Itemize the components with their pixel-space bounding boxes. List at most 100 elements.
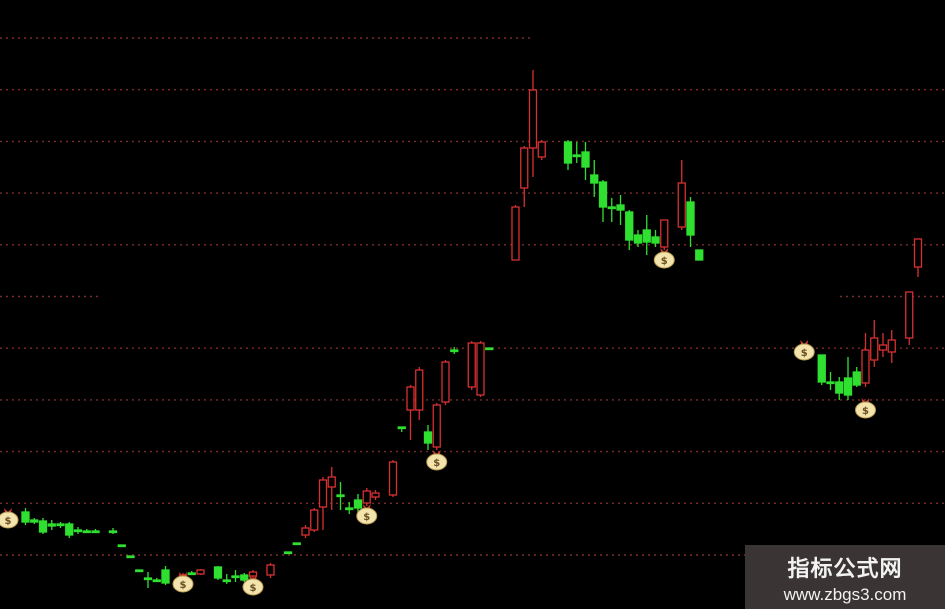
candle-down — [572, 142, 581, 163]
candle-up — [537, 140, 546, 160]
candle-body — [686, 201, 695, 236]
money-bag-icon: $ — [426, 450, 448, 471]
candle-body — [283, 551, 293, 555]
candle-down — [47, 520, 56, 530]
money-bag-icon: $ — [356, 504, 378, 525]
candle-body — [870, 337, 879, 361]
candle-body — [441, 361, 450, 403]
candle-body — [152, 579, 161, 583]
candle-body — [117, 544, 126, 548]
candle-up — [660, 219, 669, 250]
candle-up — [913, 238, 923, 277]
candle-down — [563, 140, 573, 170]
candle-body — [371, 492, 380, 498]
candle-up — [310, 508, 319, 532]
candle-body — [485, 347, 494, 351]
candle-body — [476, 342, 485, 396]
money-bag-icon: $ — [172, 572, 194, 593]
candle-down — [450, 347, 459, 354]
candle-down — [152, 578, 161, 583]
candle-down — [135, 569, 144, 573]
candle-down — [21, 508, 30, 525]
dollar-glyph: $ — [363, 512, 370, 523]
candle-down — [91, 529, 100, 534]
candle-body — [126, 555, 135, 559]
candle-body — [878, 344, 888, 351]
dollar-glyph: $ — [5, 516, 12, 527]
dollar-glyph: $ — [433, 458, 440, 469]
candle-body — [843, 377, 853, 396]
candle-down — [143, 572, 153, 588]
candle-down — [222, 574, 231, 584]
signal-markers: $ $ $ $ $ $ $ $ — [0, 248, 876, 596]
candle-body — [318, 479, 328, 508]
candle-up — [432, 403, 441, 450]
candle-down — [633, 230, 643, 247]
gridlines — [0, 37, 945, 556]
candle-up — [318, 477, 328, 530]
candle-body — [563, 141, 573, 164]
candle-body — [695, 249, 704, 261]
candle-body — [642, 229, 651, 243]
candle-body — [135, 569, 144, 573]
candle-down — [161, 566, 170, 585]
candle-down — [126, 555, 135, 559]
candle-body — [415, 369, 424, 411]
candle-body — [266, 564, 275, 576]
candle-body — [108, 530, 118, 534]
candle-up — [887, 330, 896, 363]
candle-down — [826, 372, 835, 390]
candle-down — [231, 570, 240, 582]
candle-body — [161, 569, 170, 584]
candle-down — [607, 198, 616, 222]
bag-body — [653, 251, 675, 269]
candle-body — [38, 520, 48, 533]
candle-body — [406, 386, 415, 411]
candle-body — [835, 381, 844, 394]
money-bag-icon: $ — [855, 398, 876, 419]
candles — [21, 70, 923, 588]
candle-down — [686, 197, 695, 247]
candle-down — [423, 425, 433, 450]
candle-body — [625, 211, 634, 241]
dollar-glyph: $ — [180, 580, 187, 591]
candle-body — [537, 141, 546, 158]
money-bag-icon: $ — [242, 575, 264, 596]
candle-down — [581, 142, 590, 180]
candle-body — [327, 476, 336, 488]
candle-body — [852, 371, 861, 386]
candle-body — [913, 238, 923, 268]
candle-body — [310, 509, 319, 531]
bag-body — [242, 578, 264, 596]
candle-body — [467, 342, 476, 388]
candle-down — [651, 230, 660, 247]
candle-body — [826, 381, 835, 385]
candle-down — [852, 367, 861, 387]
candle-down — [108, 528, 118, 534]
candle-up — [248, 570, 258, 580]
candle-up — [196, 569, 205, 575]
bag-body — [793, 343, 815, 361]
watermark-title: 指标公式网 — [787, 557, 903, 582]
candle-body — [651, 236, 660, 244]
dollar-glyph: $ — [661, 256, 668, 267]
candle-body — [213, 566, 223, 579]
candle-down — [30, 518, 39, 524]
candle-up — [301, 525, 310, 538]
candle-body — [248, 571, 258, 577]
candle-body — [21, 511, 30, 523]
candle-body — [432, 404, 441, 448]
candle-body — [861, 349, 870, 384]
bag-body — [0, 511, 19, 529]
candle-body — [677, 182, 686, 228]
candle-body — [397, 426, 406, 430]
dollar-glyph: $ — [250, 583, 257, 594]
candle-body — [65, 523, 74, 536]
candle-body — [590, 174, 599, 184]
bag-body — [356, 507, 378, 525]
dollar-glyph: $ — [801, 348, 808, 359]
candle-down — [345, 502, 354, 514]
candle-down — [213, 566, 223, 580]
candle-up — [528, 70, 538, 177]
